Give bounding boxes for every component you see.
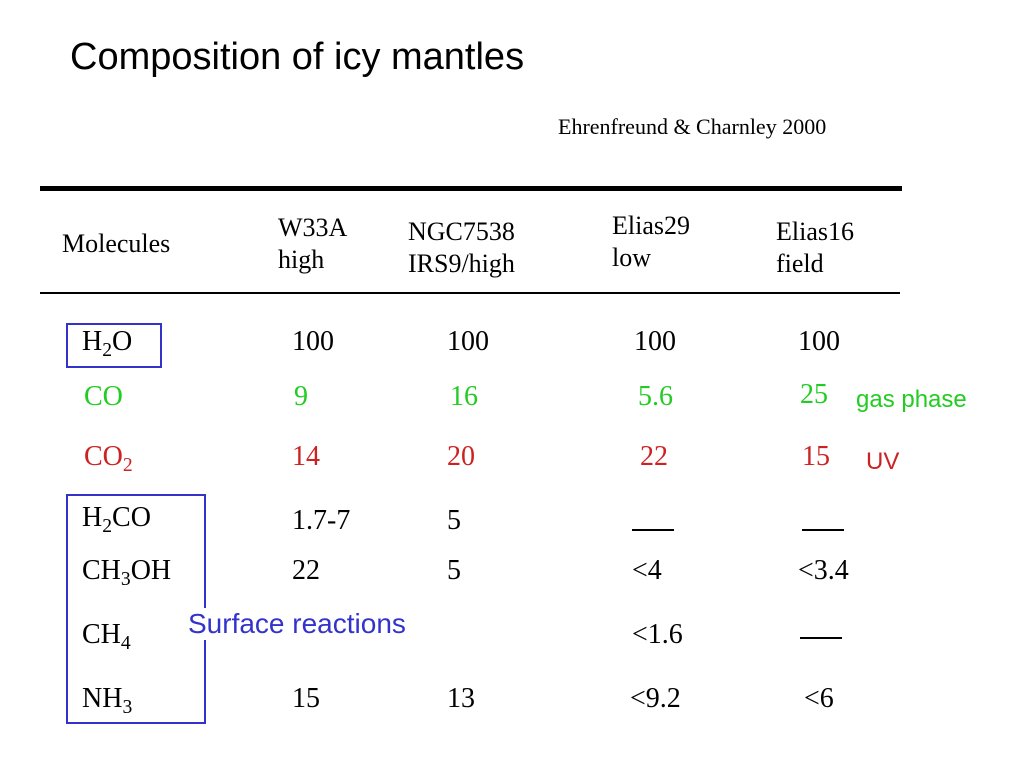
h2o-w33a: 100 [292,326,334,357]
nh3-elias16: <6 [804,683,834,714]
ch3oh-elias29: <4 [632,555,662,586]
h2co-ngc7538: 5 [447,505,461,536]
header-elias16: Elias16 field [776,217,854,278]
molecule-ch3oh: CH3OH [82,555,172,590]
co-elias29: 5.6 [638,381,673,412]
citation: Ehrenfreund & Charnley 2000 [558,114,827,139]
molecule-h2co: H2CO [82,502,151,537]
nh3-elias29: <9.2 [630,683,681,714]
molecule-co: CO [84,381,123,412]
header-ngc7538: NGC7538 IRS9/high [408,217,515,278]
surface-reactions-label: Surface reactions [182,608,414,640]
table-top-rule [40,186,902,191]
header-w33a: W33A high [278,213,348,274]
nh3-w33a: 15 [292,683,320,714]
co2-elias29: 22 [640,441,668,472]
co-ngc7538: 16 [450,381,478,412]
molecule-nh3: NH3 [82,683,133,718]
h2o-elias29: 100 [634,326,676,357]
ch3oh-ngc7538: 5 [447,555,461,586]
molecule-h2o: H2O [82,326,133,361]
co-elias16: 25 [800,379,828,410]
nh3-ngc7538: 13 [447,683,475,714]
ch4-elias16: — [800,626,842,644]
co2-elias16: 15 [802,441,830,472]
h2co-elias16: — [802,518,844,536]
ch3oh-elias16: <3.4 [798,555,849,586]
table-header-rule [40,292,900,294]
h2o-ngc7538: 100 [447,326,489,357]
h2co-elias29: — [632,518,674,536]
h2o-elias16: 100 [798,326,840,357]
h2o-highlight-box [66,323,162,368]
co2-ngc7538: 20 [447,441,475,472]
h2co-w33a: 1.7-7 [292,505,351,536]
molecule-ch4: CH4 [82,619,131,654]
ch3oh-w33a: 22 [292,555,320,586]
gas-phase-note: gas phase [856,386,967,413]
molecule-co2: CO2 [84,441,133,476]
uv-note: UV [866,448,900,475]
ch4-elias29: <1.6 [632,619,683,650]
slide-title: Composition of icy mantles [70,36,525,78]
co2-w33a: 14 [292,441,320,472]
co-w33a: 9 [294,381,308,412]
header-elias29: Elias29 low [612,211,690,272]
header-molecules: Molecules [62,229,171,258]
